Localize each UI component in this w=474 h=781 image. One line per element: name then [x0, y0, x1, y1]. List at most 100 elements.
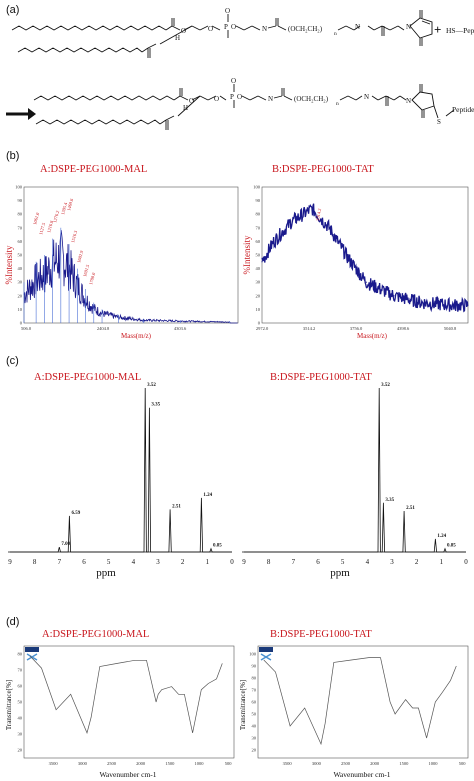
panel-a-label: (a)	[6, 4, 20, 16]
ir-right-xtick: 3500	[283, 761, 293, 766]
ms-right-ytick: 100	[253, 185, 261, 190]
ir-left-chart: 80 70 60 50 40 30 20 Transmittance[%] 3500 3000…	[5, 645, 235, 779]
ir-left-xtick: 2500	[107, 761, 117, 766]
ms-left-xtick: 506.0	[21, 326, 32, 331]
ir-right-ytick: 50	[252, 712, 257, 717]
ir-right-title: B:DSPE-PEG1000-TAT	[270, 629, 372, 640]
ms-right-ylabel: %Intensity	[242, 235, 252, 274]
ir-right-ylabel: Transmittance[%]	[239, 680, 247, 730]
ir-left-xtick: 1000	[195, 761, 205, 766]
nmr-right-xtick: 5	[341, 558, 345, 566]
ir-left-xtick: 500	[225, 761, 233, 766]
peg-text-bottom: (OCH₂CH₂)	[294, 95, 329, 103]
nmr-right-xtick: 8	[267, 558, 271, 566]
ir-left-ytick: 40	[18, 716, 23, 721]
panel-b-label: (b)	[6, 150, 20, 162]
ir-right-ytick: 90	[252, 664, 257, 669]
ms-left-ytick: 0	[20, 321, 23, 326]
ir-right-ytick: 70	[252, 688, 257, 693]
ir-left-ytick: 50	[18, 700, 23, 705]
ir-right-chart: 100 90 80 70 60 50 40 30 20 Transmittance[%] 350…	[239, 645, 469, 779]
product-label: Peptide TAT	[452, 105, 474, 114]
ms-right-point	[421, 302, 423, 304]
svg-text:H: H	[183, 104, 188, 112]
svg-text:P: P	[230, 93, 234, 101]
nmr-right-xtick: 7	[292, 558, 296, 566]
svg-text:1691.5: 1691.5	[82, 263, 90, 277]
ms-left-ytick: 10	[18, 307, 23, 312]
ms-right-ytick: 0	[258, 321, 261, 326]
ir-left-title: A:DSPE-PEG1000-MAL	[42, 629, 150, 640]
ir-right-ytick: 40	[252, 724, 257, 729]
ms-left-xtick: 4303.6	[174, 326, 187, 331]
ir-right-ytick: 100	[249, 652, 257, 657]
svg-text:1395.4: 1395.4	[60, 201, 68, 215]
ms-right-ytick: 80	[256, 212, 261, 217]
ms-left-xtick: 2404.8	[97, 326, 110, 331]
ms-right-ytick: 40	[256, 266, 261, 271]
reaction-arrow	[6, 108, 36, 120]
ir-right-ytick: 30	[252, 736, 257, 741]
succinimide-ring	[411, 91, 435, 111]
ir-right-ytick: 80	[252, 676, 257, 681]
ir-left-ytick: 80	[18, 652, 23, 657]
ir-left-ytick: 30	[18, 732, 23, 737]
nmr-charts: 7.00 6.59 3.52 3.35 2.51 1.240.85 9 8 7 6 5 4 3 2 1 0 …	[8, 383, 468, 579]
ms-left-ytick: 70	[18, 225, 23, 230]
nmr-right-peak-label: 2.51	[406, 506, 415, 511]
nmr-left-xtick: 6	[82, 558, 86, 566]
svg-text:O: O	[181, 27, 186, 35]
svg-text:N: N	[406, 97, 411, 105]
svg-text:1469.6: 1469.6	[66, 197, 74, 211]
nmr-left-xtick: 5	[107, 558, 111, 566]
nmr-left-peak-label: 3.52	[147, 383, 156, 388]
nmr-right-chart: 3.52 3.35 2.51 1.240.85 9 8 7 6 5 4 3 2 1 0 ppm	[242, 383, 468, 579]
nmr-left-title: A:DSPE-PEG1000-MAL	[34, 372, 142, 383]
svg-text:O: O	[231, 77, 236, 85]
atom-h-top: H	[175, 34, 180, 42]
reaction-scheme: H O O P O O N N N H O O P O O N N N S (O…	[6, 7, 474, 130]
ms-right-ytick: 70	[256, 225, 261, 230]
ir-left-ytick: 20	[18, 748, 23, 753]
ir-left-xtick: 3000	[78, 761, 88, 766]
ms-left-ytick: 50	[18, 253, 23, 258]
svg-text:O: O	[237, 93, 242, 101]
ms-right-ytick: 50	[256, 253, 261, 258]
ms-right-point	[328, 227, 330, 229]
ms-right-xtick: 3514.2	[303, 326, 315, 331]
panel-c-label: (c)	[6, 355, 19, 367]
ms-right-ytick: 10	[256, 307, 261, 312]
ms-left-ytick: 30	[18, 280, 23, 285]
nmr-left-xtick: 7	[58, 558, 62, 566]
svg-text:1276.2: 1276.2	[52, 210, 60, 223]
ir-right-xtick: 500	[459, 761, 467, 766]
ms-right-xlabel: Mass(m/z)	[357, 332, 388, 340]
ir-right-xtick: 3000	[312, 761, 322, 766]
nmr-right-xtick: 1	[440, 558, 444, 566]
ms-right-xtick: 4398.6	[397, 326, 410, 331]
ms-right-point	[291, 220, 293, 222]
nmr-left-xtick: 9	[8, 558, 12, 566]
nmr-right-xtick: 3	[390, 558, 394, 566]
reagent-label: HS—Peptide TAT	[446, 26, 474, 35]
svg-text:1602.9: 1602.9	[76, 249, 84, 263]
svg-text:O: O	[189, 97, 194, 105]
reactant-tail-2	[17, 47, 143, 53]
svg-text:O: O	[214, 95, 219, 103]
svg-text:P: P	[224, 23, 228, 31]
svg-text:N: N	[406, 23, 411, 31]
ir-right-xtick: 1000	[429, 761, 439, 766]
nmr-left-xtick: 8	[33, 558, 37, 566]
nmr-right-xlabel: ppm	[330, 567, 350, 579]
ir-right-xtick: 1500	[399, 761, 409, 766]
ir-left-xlabel: Wavenumber cm-1	[99, 770, 156, 779]
ms-right-ytick: 20	[256, 293, 261, 298]
plus-sign: +	[434, 22, 441, 37]
svg-text:n: n	[336, 101, 339, 107]
nmr-right-xtick: 2	[415, 558, 419, 566]
ms-left-peak-labels: 1061.0 1127.5 1216.8 1276.2 1395.4 1469.…	[32, 197, 96, 285]
